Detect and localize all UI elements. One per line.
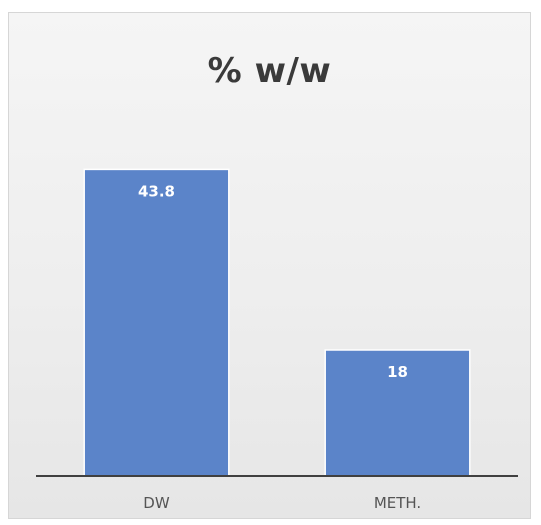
data-label: 18 — [387, 363, 408, 381]
x-tick-label: METH. — [374, 494, 421, 512]
bars-layer — [83, 168, 471, 477]
data-labels-layer: 43.8 18 — [138, 182, 408, 381]
chart-title: % w/w — [207, 51, 332, 91]
x-tick-labels: DW METH. — [143, 494, 421, 512]
bar-meth — [324, 349, 471, 477]
bar-dw — [83, 168, 230, 477]
data-label: 43.8 — [138, 182, 175, 200]
x-tick-label: DW — [143, 494, 170, 512]
